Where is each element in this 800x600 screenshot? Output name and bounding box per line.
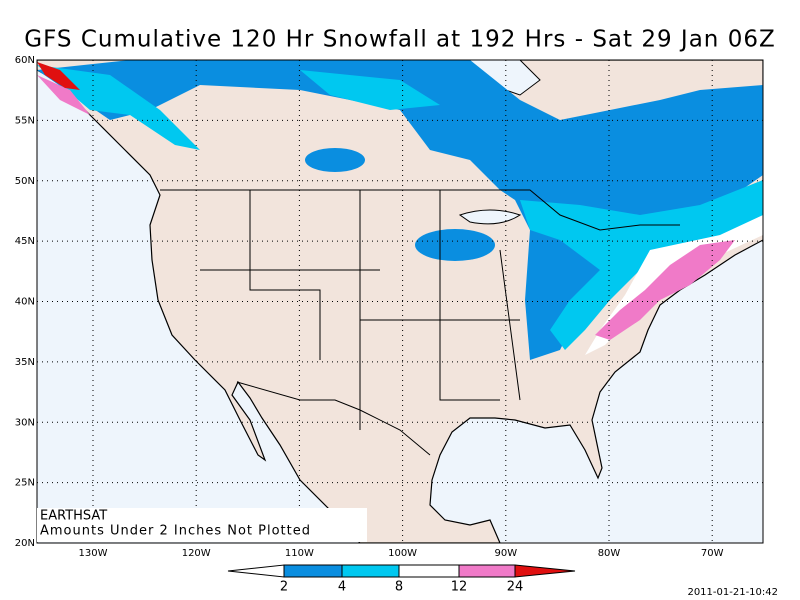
- lat-label: 50N: [15, 176, 35, 187]
- cb-segment: [514, 564, 576, 578]
- cb-segment: [283, 564, 343, 578]
- colorbar-label: 2: [280, 580, 288, 595]
- colorbar-label: 4: [338, 580, 346, 595]
- lon-label: 80W: [598, 548, 621, 559]
- lat-label: 35N: [15, 357, 35, 368]
- lon-label: 90W: [494, 548, 517, 559]
- lat-label: 40N: [15, 297, 35, 308]
- colorbar-label: 24: [507, 580, 524, 595]
- lat-label: 55N: [15, 115, 35, 126]
- lon-label: 100W: [388, 548, 417, 559]
- snow-24: [37, 75, 735, 340]
- lat-label: 25N: [15, 478, 35, 489]
- snow-max: [37, 62, 80, 90]
- notes-box: [37, 508, 367, 542]
- cb-segment: [458, 564, 516, 578]
- map-area: [37, 60, 763, 543]
- cb-segment: [227, 564, 285, 578]
- colorbar-label: 8: [395, 580, 403, 595]
- colorbar: [227, 564, 576, 578]
- lat-label: 20N: [15, 538, 35, 549]
- snow-4: [37, 60, 763, 360]
- lon-label: 120W: [182, 548, 211, 559]
- colorbar-label: 12: [451, 580, 468, 595]
- lat-label: 30N: [15, 417, 35, 428]
- lon-label: 70W: [701, 548, 724, 559]
- graticule: [37, 60, 763, 543]
- lat-label: 60N: [15, 55, 35, 66]
- timestamp: 2011-01-21-10:42: [687, 587, 778, 598]
- map-frame: [36, 59, 764, 544]
- cb-segment: [341, 564, 400, 578]
- map-title: GFS Cumulative 120 Hr Snowfall at 192 Hr…: [24, 27, 775, 53]
- lon-label: 130W: [79, 548, 108, 559]
- lon-label: 110W: [285, 548, 314, 559]
- credit: EARTHSAT: [40, 509, 107, 524]
- lat-label: 45N: [15, 236, 35, 247]
- note: Amounts Under 2 Inches Not Plotted: [40, 524, 311, 539]
- borders: [160, 189, 680, 456]
- cb-segment: [398, 564, 460, 578]
